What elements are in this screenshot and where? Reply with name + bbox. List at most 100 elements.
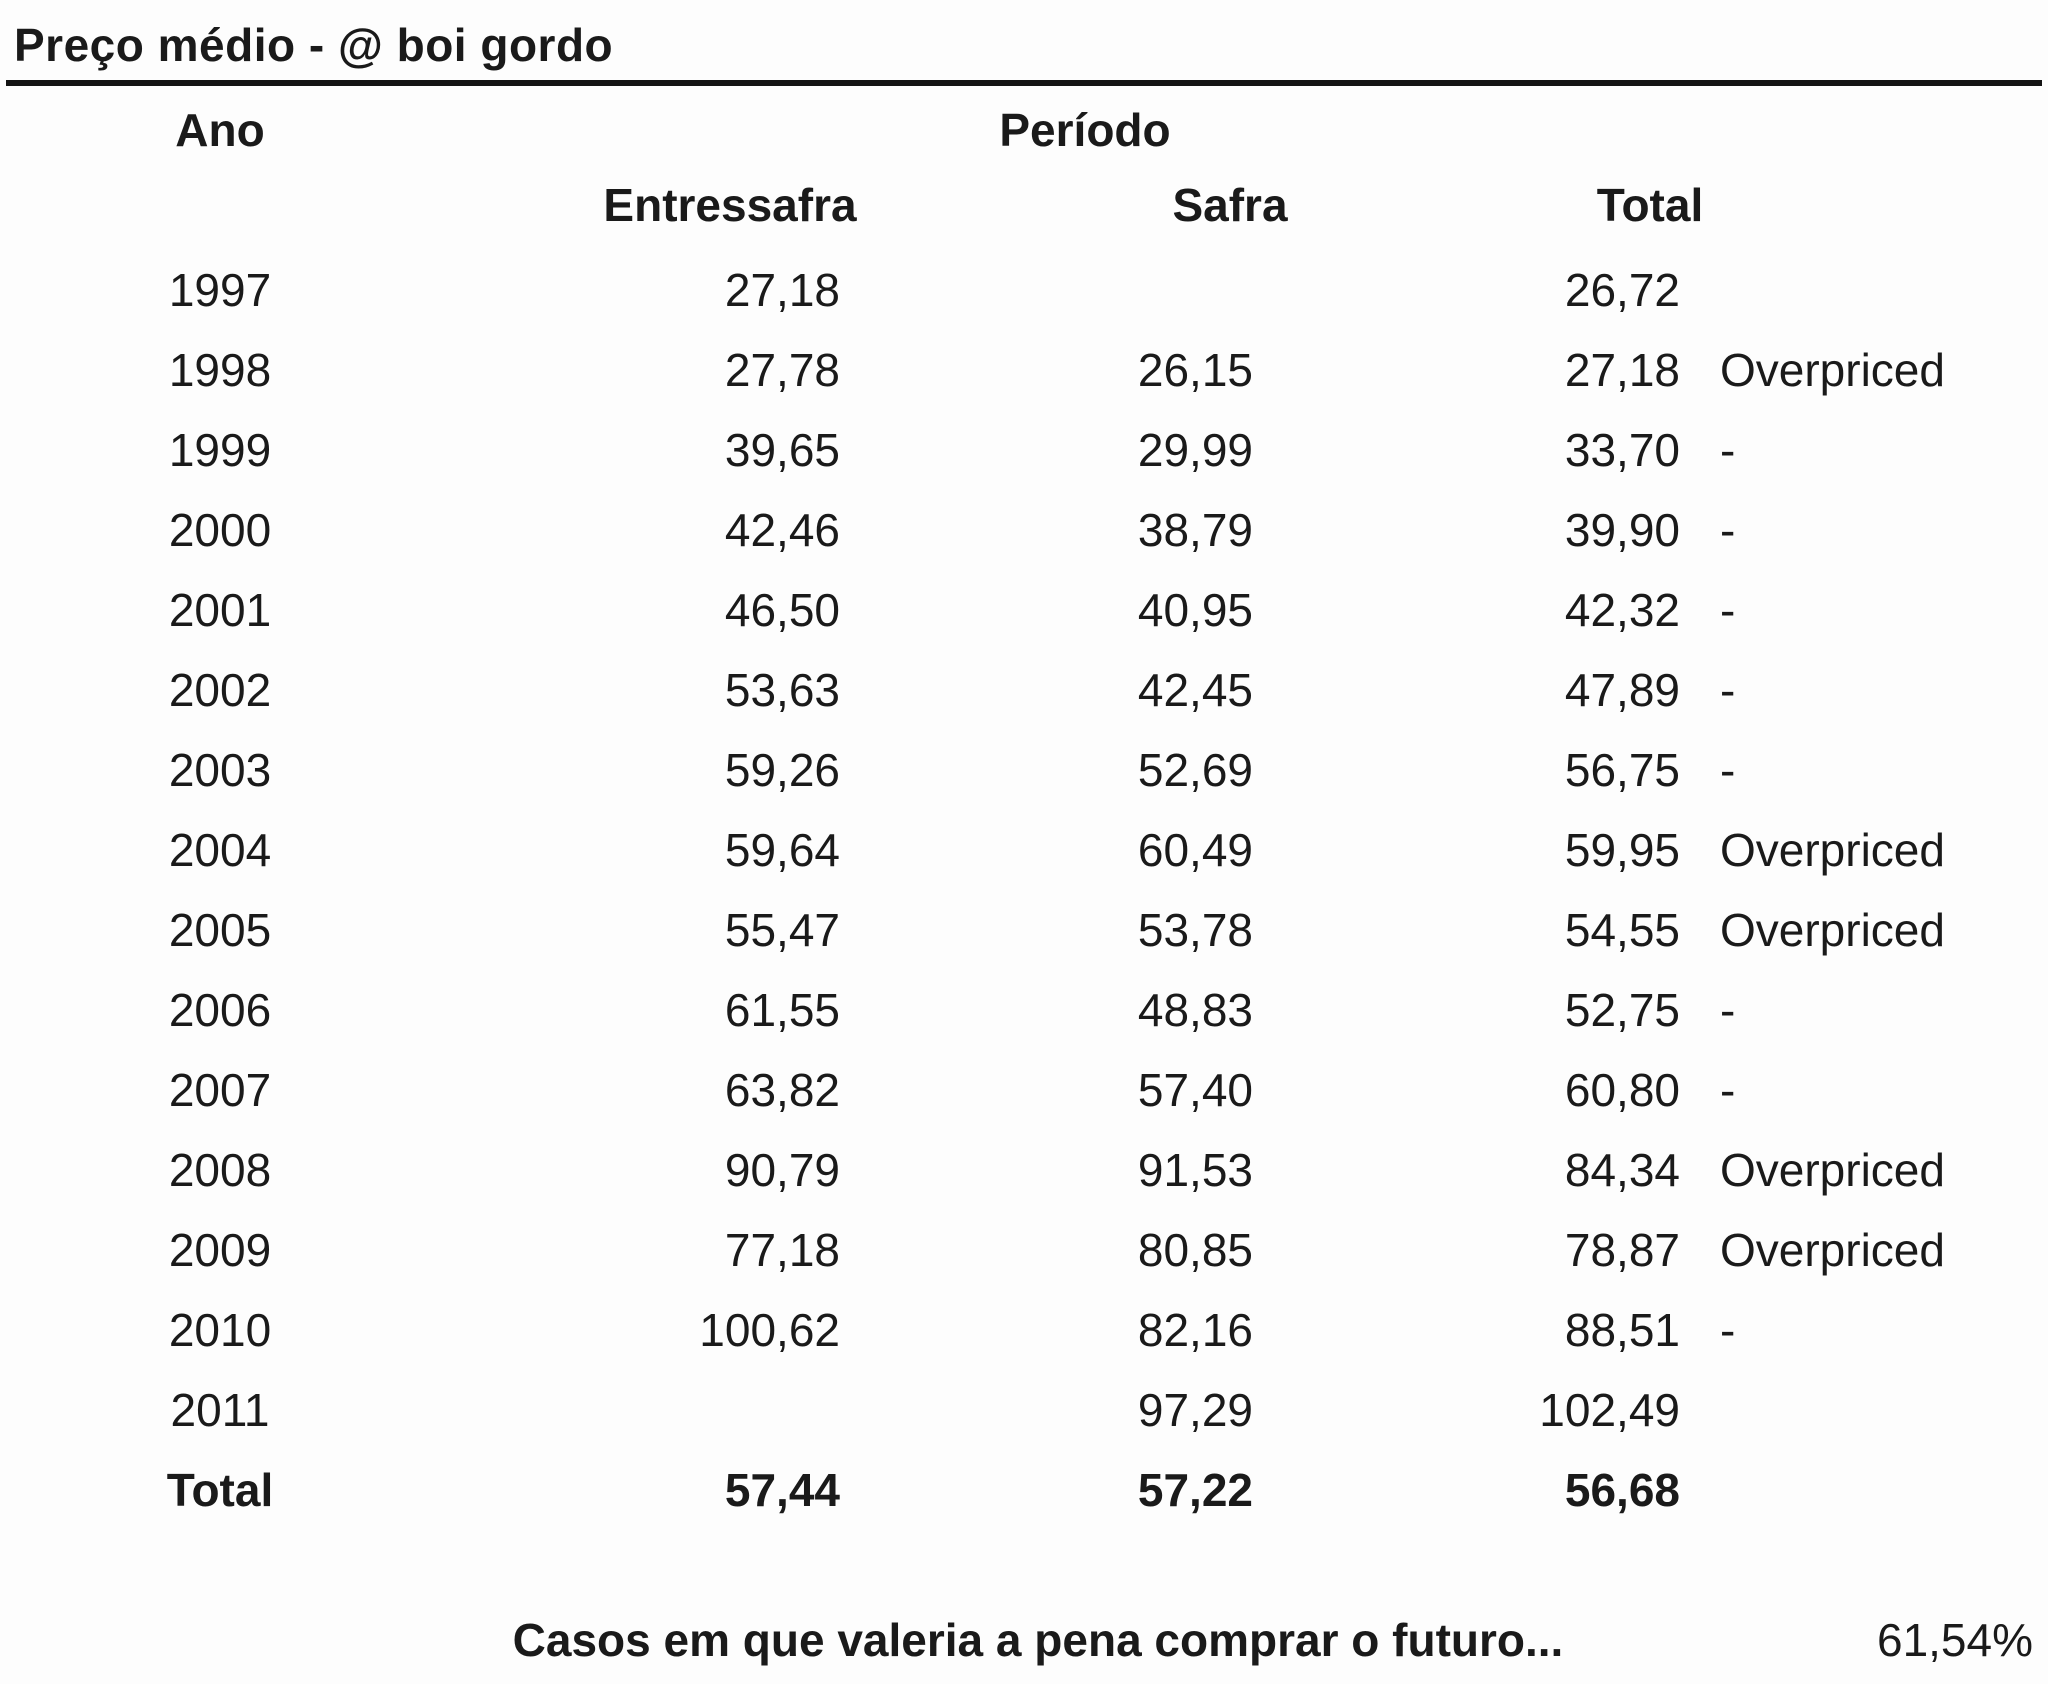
cell-safra: 48,83 <box>1137 984 1253 1036</box>
col-header-safra: Safra <box>1172 179 1288 231</box>
table-row: 1998 27,78 26,15 27,18 Overpriced <box>0 330 2048 410</box>
cell-total: 27,18 <box>1564 344 1680 396</box>
cell-safra: 82,16 <box>1137 1304 1253 1356</box>
cell-safra: 80,85 <box>1137 1224 1253 1276</box>
cell-safra: 91,53 <box>1137 1144 1253 1196</box>
footer: Casos em que valeria a pena comprar o fu… <box>0 1600 2048 1680</box>
cell-year: 2003 <box>168 744 272 796</box>
cell-entressafra: 59,64 <box>724 824 840 876</box>
cell-entressafra: 27,18 <box>724 264 840 316</box>
footer-value: 61,54% <box>1876 1614 2033 1666</box>
col-header-ano: Ano <box>175 104 265 156</box>
cell-entressafra: 77,18 <box>724 1224 840 1276</box>
cell-year: 2001 <box>168 584 272 636</box>
cell-note: Overpriced <box>1720 904 1945 956</box>
cell-year: 2011 <box>170 1384 270 1436</box>
cell-entressafra: 90,79 <box>724 1144 840 1196</box>
cell-year: 1997 <box>168 264 272 316</box>
cell-total: 59,95 <box>1564 824 1680 876</box>
cell-note: - <box>1720 1064 1736 1116</box>
table-row-total: Total 57,44 57,22 56,68 <box>0 1450 2048 1530</box>
cell-total: 88,51 <box>1564 1304 1680 1356</box>
cell-total: 78,87 <box>1564 1224 1680 1276</box>
cell-year: 2002 <box>168 664 272 716</box>
cell-note: - <box>1720 504 1736 556</box>
cell-note: Overpriced <box>1720 1144 1945 1196</box>
table-row: 2003 59,26 52,69 56,75- <box>0 730 2048 810</box>
cell-year: 2005 <box>168 904 272 956</box>
cell-total: 47,89 <box>1564 664 1680 716</box>
cell-entressafra: 46,50 <box>724 584 840 636</box>
cell-total: 60,80 <box>1564 1064 1680 1116</box>
table-row: 2008 90,79 91,53 84,34 Overpriced <box>0 1130 2048 1210</box>
cell-entressafra: 100,62 <box>699 1304 840 1356</box>
cell-safra: 38,79 <box>1137 504 1253 556</box>
cell-safra: 26,15 <box>1137 344 1253 396</box>
cell-total: 39,90 <box>1564 504 1680 556</box>
cell-note: Overpriced <box>1720 344 1945 396</box>
table-body: 1997 27,18 26,72 1998 27,78 26,15 27,18 Overpri… <box>0 250 2048 1530</box>
cell-safra: 57,40 <box>1137 1064 1253 1116</box>
cell-safra: 42,45 <box>1137 664 1253 716</box>
table-row: 2002 53,63 42,45 47,89- <box>0 650 2048 730</box>
cell-entressafra: 59,26 <box>724 744 840 796</box>
cell-safra: 53,78 <box>1137 904 1253 956</box>
table-row: 1999 39,65 29,99 33,70- <box>0 410 2048 490</box>
cell-total: 42,32 <box>1564 584 1680 636</box>
table-row: 1997 27,18 26,72 <box>0 250 2048 330</box>
cell-total: 84,34 <box>1564 1144 1680 1196</box>
cell-year: 2008 <box>168 1144 272 1196</box>
table-row: 2010 100,62 82,16 88,51- <box>0 1290 2048 1370</box>
cell-total: 56,68 <box>1564 1464 1680 1516</box>
cell-safra: 97,29 <box>1137 1384 1253 1436</box>
cell-note: - <box>1720 984 1736 1036</box>
cell-safra: 40,95 <box>1137 584 1253 636</box>
cell-entressafra: 63,82 <box>724 1064 840 1116</box>
table-row: 2009 77,18 80,85 78,87 Overpriced <box>0 1210 2048 1290</box>
cell-year: 2009 <box>168 1224 272 1276</box>
cell-year: 2007 <box>168 1064 272 1116</box>
cell-note: Overpriced <box>1720 824 1945 876</box>
title-underline <box>6 80 2042 86</box>
cell-year: Total <box>166 1464 274 1516</box>
cell-entressafra: 57,44 <box>724 1464 840 1516</box>
cell-year: 1998 <box>168 344 272 396</box>
cell-note: - <box>1720 664 1736 716</box>
cell-safra: 60,49 <box>1137 824 1253 876</box>
col-header-periodo: Período <box>999 104 1171 156</box>
cell-year: 2000 <box>168 504 272 556</box>
cell-note: - <box>1720 1304 1736 1356</box>
cell-entressafra: 53,63 <box>724 664 840 716</box>
cell-year: 1999 <box>168 424 272 476</box>
cell-year: 2010 <box>168 1304 272 1356</box>
cell-safra: 29,99 <box>1137 424 1253 476</box>
cell-note: - <box>1720 424 1736 476</box>
cell-entressafra: 42,46 <box>724 504 840 556</box>
cell-entressafra: 61,55 <box>724 984 840 1036</box>
subheader-row: Entressafra Safra Total <box>0 165 2048 245</box>
table-row: 2007 63,82 57,40 60,80- <box>0 1050 2048 1130</box>
cell-total: 52,75 <box>1564 984 1680 1036</box>
col-header-entressafra: Entressafra <box>603 179 857 231</box>
cell-note: - <box>1720 744 1736 796</box>
cell-total: 33,70 <box>1564 424 1680 476</box>
cell-safra: 52,69 <box>1137 744 1253 796</box>
page-title: Preço médio - @ boi gordo <box>14 19 614 71</box>
cell-total: 54,55 <box>1564 904 1680 956</box>
cell-total: 102,49 <box>1539 1384 1680 1436</box>
cell-note: Overpriced <box>1720 1224 1945 1276</box>
table-row: 2006 61,55 48,83 52,75- <box>0 970 2048 1050</box>
table-row: 2000 42,46 38,79 39,90- <box>0 490 2048 570</box>
table-row: 2001 46,50 40,95 42,32- <box>0 570 2048 650</box>
cell-entressafra: 39,65 <box>724 424 840 476</box>
table-row: 2005 55,47 53,78 54,55 Overpriced <box>0 890 2048 970</box>
col-header-total: Total <box>1596 179 1704 231</box>
table-row: 2004 59,64 60,49 59,95 Overpriced <box>0 810 2048 890</box>
cell-year: 2006 <box>168 984 272 1036</box>
cell-entressafra: 55,47 <box>724 904 840 956</box>
footer-label: Casos em que valeria a pena comprar o fu… <box>512 1614 1564 1666</box>
cell-year: 2004 <box>168 824 272 876</box>
cell-safra: 57,22 <box>1137 1464 1253 1516</box>
cell-total: 56,75 <box>1564 744 1680 796</box>
